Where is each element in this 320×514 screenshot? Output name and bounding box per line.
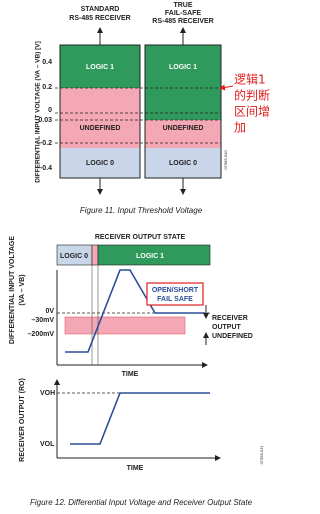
waveform [70, 392, 210, 445]
box [59, 44, 141, 179]
y-axis-label: (VA – VB) [19, 274, 26, 305]
y-axis-label: DIFFERENTIAL INPUT VOLTAGE (VA – VB) [V] [35, 41, 42, 183]
region-label: UNDEFINED [80, 125, 121, 132]
region-label: LOGIC 0 [86, 160, 114, 167]
logic1-region [145, 45, 221, 120]
y-axis-label: RECEIVER OUTPUT (RO) [19, 378, 26, 462]
level-label: VOH [40, 390, 55, 397]
failsafe-box [146, 282, 204, 306]
failsafe-label: OPEN/SHORT [152, 287, 199, 294]
region-label: LOGIC 1 [169, 64, 197, 71]
level-label: –30mV [31, 317, 54, 324]
caption: Figure 11. Input Threshold Voltage [80, 206, 203, 215]
box [144, 44, 222, 179]
logic1-region [60, 45, 140, 88]
level-label: 0V [45, 308, 54, 315]
page: STANDARD RS-485 RECEIVER TRUE FAIL-SAFE … [9, 2, 270, 507]
region-label: LOGIC 1 [86, 64, 114, 71]
logic0-region [145, 148, 221, 178]
undefined-label: UNDEFINED [212, 333, 253, 340]
figure-11: STANDARD RS-485 RECEIVER TRUE FAIL-SAFE … [34, 2, 270, 215]
level-label: –200mV [28, 331, 55, 338]
y-tick-label: –0.4 [38, 165, 52, 172]
time-label: TIME [122, 371, 139, 378]
y-tick-label: –0.2 [38, 140, 52, 147]
col-title: RS-485 RECEIVER [152, 18, 213, 25]
y-tick-label: 0.4 [42, 59, 52, 66]
state-label: LOGIC 1 [136, 253, 164, 260]
region-label: LOGIC 0 [169, 160, 197, 167]
col-title: STANDARD [81, 6, 120, 13]
annotation: 的判断 [234, 88, 270, 103]
logic0-region [60, 148, 140, 178]
annotation-arrow [219, 84, 234, 91]
failsafe-label: FAIL SAFE [157, 296, 193, 303]
undefined-label: RECEIVER [212, 315, 248, 322]
figure-code: 07356-011 [259, 445, 264, 465]
level-label: VOL [40, 441, 55, 448]
state-title: RECEIVER OUTPUT STATE [95, 234, 186, 241]
y-tick-label: 0 [48, 107, 52, 114]
annotation: 区间增 [234, 105, 270, 119]
state-label: LOGIC 0 [60, 253, 88, 260]
waveform [65, 269, 205, 353]
y-tick-label: 0.2 [42, 84, 52, 91]
time-label: TIME [127, 465, 144, 472]
figure-code: 07356-010 [223, 150, 228, 170]
y-axis-label: DIFFERENTIAL INPUT VOLTAGE [9, 236, 16, 344]
figure-12: RECEIVER OUTPUT STATE LOGIC 0 LOGIC 1 DI… [9, 234, 264, 507]
undefined-state [91, 244, 99, 266]
y-tick-label: –0.03 [34, 117, 52, 124]
caption: Figure 12. Differential Input Voltage an… [30, 498, 253, 507]
col-title: FAIL-SAFE [165, 10, 201, 17]
undefined-band [64, 316, 186, 335]
undefined-label: OUTPUT [212, 324, 242, 331]
col-title: RS-485 RECEIVER [69, 15, 130, 22]
annotation: 逻辑1 [234, 73, 266, 87]
region-label: UNDEFINED [163, 125, 204, 132]
annotation: 加 [234, 121, 246, 135]
logic1-state [97, 244, 211, 266]
undefined-region [60, 88, 140, 148]
col-title: TRUE [173, 2, 192, 9]
